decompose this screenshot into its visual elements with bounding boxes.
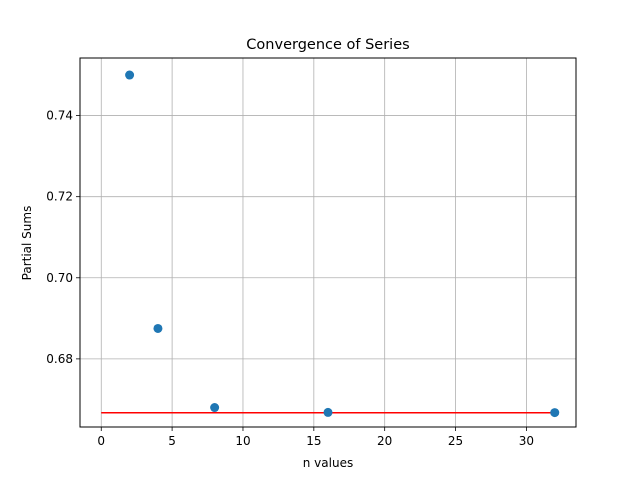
y-tick-label: 0.74 — [46, 109, 73, 123]
x-tick-label: 5 — [168, 434, 176, 448]
y-axis-ticks: 0.68 0.70 0.72 0.74 — [46, 109, 80, 366]
y-tick-label: 0.68 — [46, 352, 73, 366]
data-point — [125, 70, 135, 80]
data-point — [323, 407, 333, 417]
y-tick-label: 0.70 — [46, 271, 73, 285]
x-tick-label: 0 — [97, 434, 105, 448]
plot-frame — [79, 57, 577, 428]
x-tick-label: 30 — [519, 434, 534, 448]
x-axis-title: n values — [303, 456, 353, 470]
data-points — [125, 70, 560, 418]
grid-lines — [80, 58, 576, 427]
x-tick-label: 25 — [448, 434, 463, 448]
x-axis-ticks: 0 5 10 15 20 25 30 — [97, 427, 534, 448]
x-tick-label: 15 — [306, 434, 321, 448]
data-point — [550, 408, 560, 418]
y-axis-title: Partial Sums — [20, 206, 34, 281]
data-point — [210, 403, 220, 413]
data-point — [153, 323, 163, 333]
chart-title: Convergence of Series — [246, 37, 409, 53]
y-tick-label: 0.72 — [46, 190, 73, 204]
x-tick-label: 20 — [377, 434, 392, 448]
x-tick-label: 10 — [235, 434, 250, 448]
